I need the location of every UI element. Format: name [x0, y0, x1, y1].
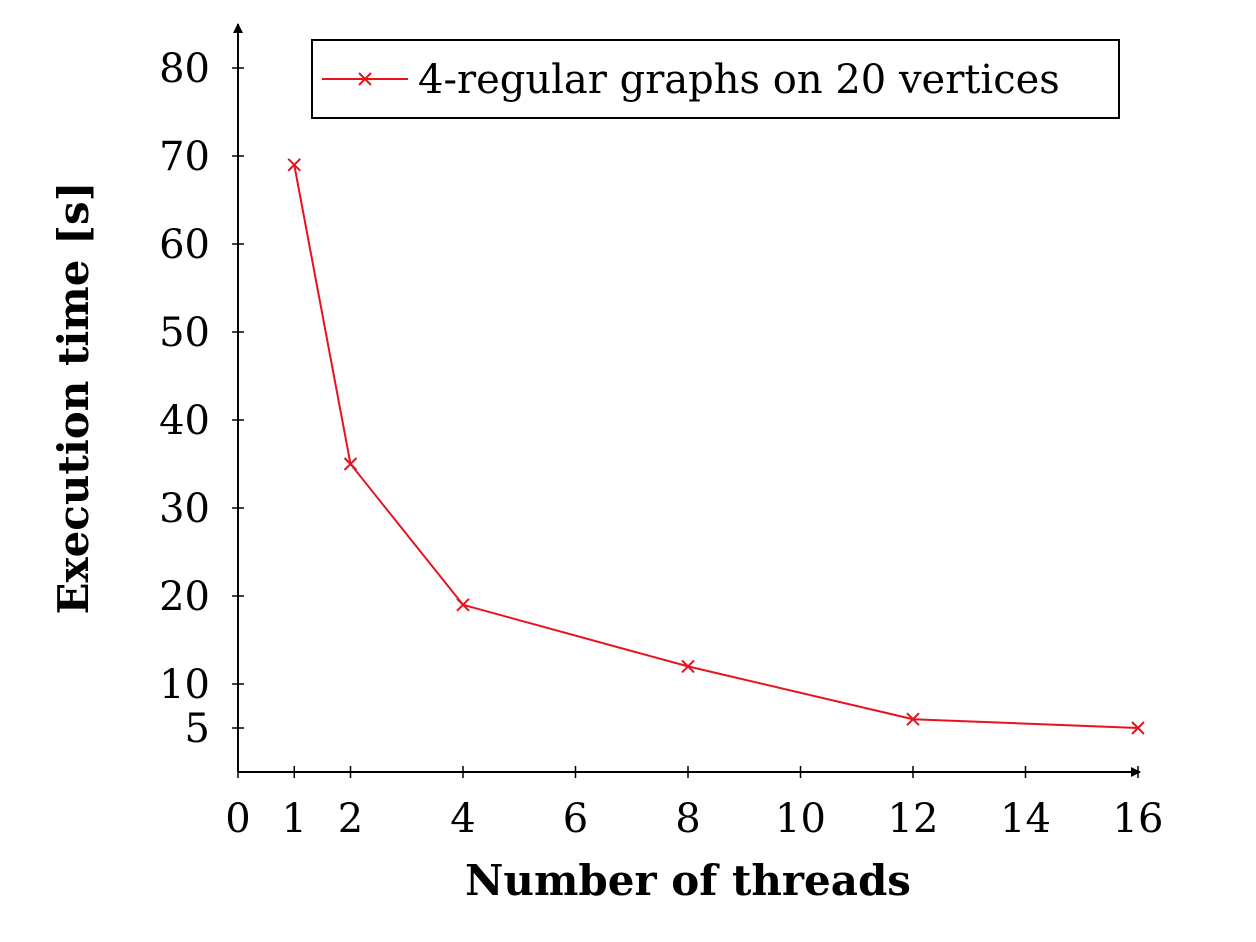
x-tick-label: 6: [563, 796, 588, 842]
x-axis-title: Number of threads: [465, 856, 911, 905]
x-tick-label: 16: [1113, 796, 1164, 842]
legend-marker-x: [358, 72, 372, 86]
data-point-marker: [906, 712, 920, 726]
x-tick-label: 8: [675, 796, 700, 842]
y-tick-label: 60: [159, 222, 210, 268]
x-tick-label: 2: [338, 796, 363, 842]
data-point-marker: [456, 598, 470, 612]
y-tick-label: 80: [159, 46, 210, 92]
x-axis-ticks: 0 1 2 4 6 8 10 12 14 16: [225, 766, 1163, 842]
x-tick-label: 1: [282, 796, 307, 842]
y-axis-title: Execution time [s]: [49, 182, 98, 615]
legend: 4-regular graphs on 20 vertices: [311, 39, 1120, 119]
y-axis-ticks: 510 20 30 40 50 60 70 80: [159, 46, 244, 752]
x-tick-label: 0: [225, 796, 250, 842]
x-tick-label: 10: [775, 796, 826, 842]
series-line: [293, 164, 1139, 729]
y-tick-label: 10: [159, 662, 210, 708]
legend-series-label: 4-regular graphs on 20 vertices: [418, 57, 1060, 103]
legend-box: [311, 39, 1120, 119]
data-point-marker: [287, 158, 301, 172]
data-point-marker: [343, 457, 358, 471]
data-point-marker: [681, 659, 695, 674]
legend-series-marker: [358, 72, 372, 86]
y-tick-label: 20: [159, 574, 210, 620]
y-tick-label: 30: [159, 486, 210, 532]
x-tick-label: 12: [888, 796, 939, 842]
x-tick-label: 4: [450, 796, 475, 842]
y-tick-label: 50: [159, 310, 210, 356]
y-tick-label: 70: [159, 134, 210, 180]
x-tick-label: 14: [1000, 796, 1051, 842]
data-point-marker: [1131, 721, 1145, 735]
series-layer: [287, 158, 1145, 735]
y-tick-label: 40: [159, 398, 210, 444]
y-tick-label: 5: [185, 706, 210, 752]
